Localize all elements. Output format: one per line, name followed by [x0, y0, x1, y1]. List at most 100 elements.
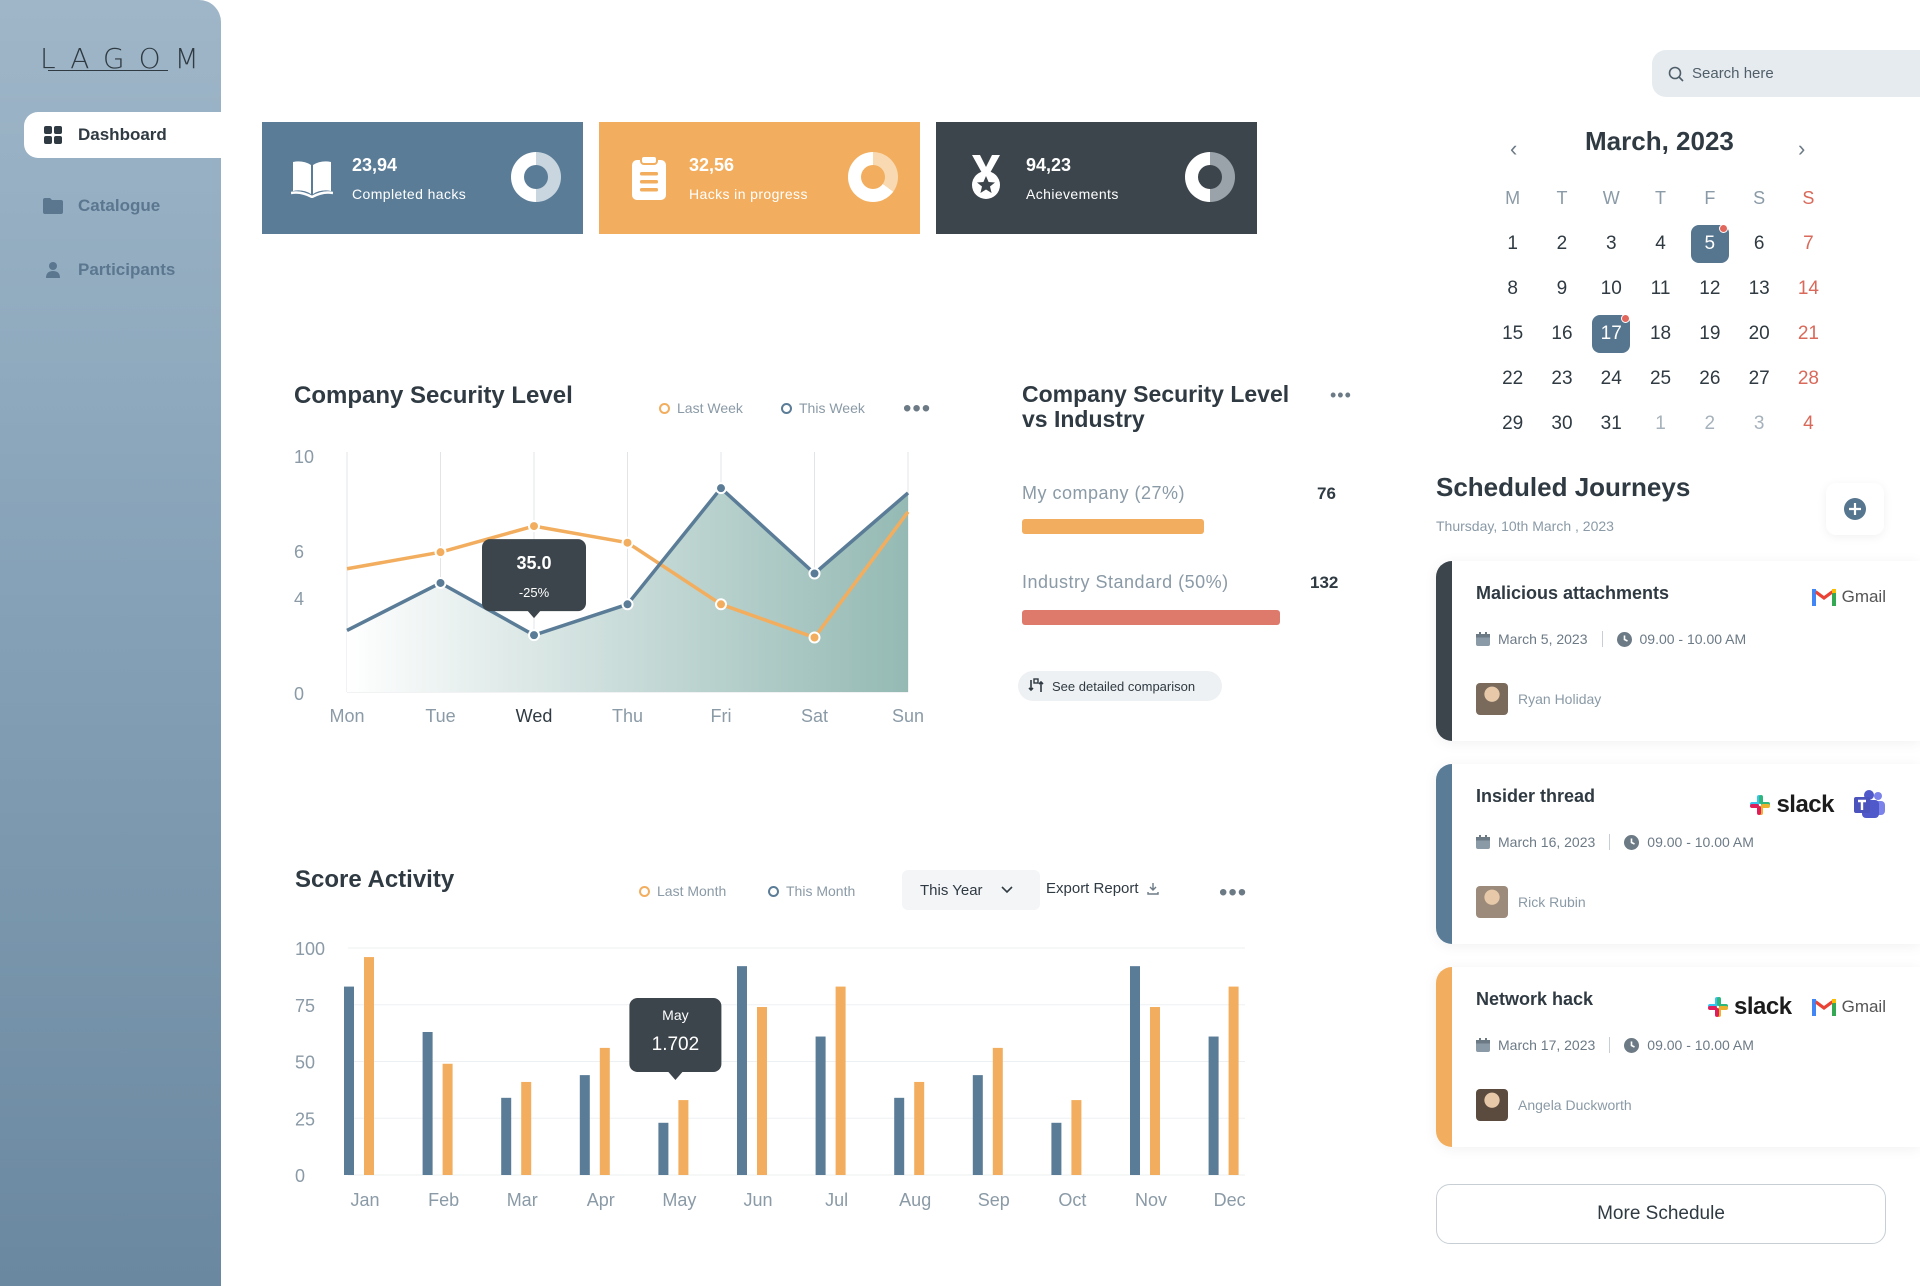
x-tick-label: Aug [899, 1190, 931, 1210]
journey-participant[interactable]: Ryan Holiday [1476, 683, 1601, 715]
calendar-day[interactable]: 25 [1636, 356, 1685, 401]
stat-card-achievements[interactable]: 94,23 Achievements [936, 122, 1257, 234]
calendar-day[interactable]: 16 [1537, 311, 1586, 356]
calendar-day[interactable]: 4 [1636, 221, 1685, 266]
calendar-day[interactable]: 31 [1587, 401, 1636, 446]
calendar-day[interactable]: 1 [1488, 221, 1537, 266]
calendar-day[interactable]: 3 [1587, 221, 1636, 266]
calendar-day[interactable]: 1 [1636, 401, 1685, 446]
security-more-icon[interactable]: ••• [903, 395, 932, 422]
calendar-day[interactable]: 4 [1784, 401, 1833, 446]
calendar-day[interactable]: 6 [1734, 221, 1783, 266]
sidebar-item-dashboard[interactable]: Dashboard [24, 112, 221, 158]
day-number: 13 [1748, 277, 1770, 299]
calendar-day[interactable]: 21 [1784, 311, 1833, 356]
sidebar: LAGOM Dashboard Catalogue Participants [0, 0, 221, 1286]
comparison-more-icon[interactable]: ••• [1330, 385, 1352, 405]
journey-date: March 5, 2023 [1498, 631, 1588, 647]
bar [894, 1097, 905, 1175]
calendar-day[interactable]: 5 [1685, 221, 1734, 266]
day-number: 3 [1753, 412, 1765, 434]
data-point [434, 546, 447, 559]
stat-label: Achievements [1026, 185, 1119, 202]
add-journey-button[interactable] [1826, 483, 1884, 535]
legend-last-week[interactable]: Last Week [659, 400, 743, 416]
period-dropdown[interactable]: This Year [902, 870, 1040, 910]
stat-card-completed[interactable]: 23,94 Completed hacks [262, 122, 583, 234]
calendar-next-icon[interactable]: › [1798, 136, 1806, 161]
calendar-day[interactable]: 11 [1636, 266, 1685, 311]
sidebar-item-catalogue[interactable]: Catalogue [24, 183, 160, 229]
calendar-day[interactable]: 27 [1734, 356, 1783, 401]
x-tick-label: Sep [978, 1190, 1010, 1210]
calendar-day[interactable]: 23 [1537, 356, 1586, 401]
comparison-label: My company (27%) [1022, 483, 1186, 503]
calendar-day[interactable]: 14 [1784, 266, 1833, 311]
journey-card[interactable]: Malicious attachments March 5, 2023 09.00 … [1436, 561, 1920, 741]
calendar-day[interactable]: 28 [1784, 356, 1833, 401]
day-number: 8 [1507, 277, 1518, 299]
calendar-day[interactable]: 15 [1488, 311, 1537, 356]
gmail-icon [1811, 588, 1836, 606]
bar [658, 1122, 669, 1175]
journey-participant[interactable]: Rick Rubin [1476, 886, 1586, 918]
calendar-day[interactable]: 17 [1587, 311, 1636, 356]
journey-apps: slack Gmail [1707, 993, 1886, 1021]
calendar-prev-icon[interactable]: ‹ [1510, 136, 1518, 161]
y-tick-label: 100 [295, 939, 325, 959]
calendar-day[interactable]: 29 [1488, 401, 1537, 446]
score-more-icon[interactable]: ••• [1219, 879, 1248, 906]
legend-dot [781, 402, 792, 414]
this-week-area [347, 488, 908, 692]
see-detailed-comparison-button[interactable]: See detailed comparison [1018, 671, 1222, 701]
sidebar-item-participants[interactable]: Participants [24, 247, 175, 293]
calendar-day[interactable]: 22 [1488, 356, 1537, 401]
search-bar[interactable] [1652, 50, 1920, 97]
stat-label: Hacks in progress [689, 185, 808, 202]
calendar-day[interactable]: 7 [1784, 221, 1833, 266]
calendar-day[interactable]: 8 [1488, 266, 1537, 311]
search-icon [1668, 66, 1684, 82]
journey-participant[interactable]: Angela Duckworth [1476, 1089, 1632, 1121]
calendar-day[interactable]: 13 [1734, 266, 1783, 311]
calendar-day[interactable]: 26 [1685, 356, 1734, 401]
day-number: 1 [1655, 412, 1666, 434]
calendar-day[interactable]: 10 [1587, 266, 1636, 311]
calendar-day[interactable]: 12 [1685, 266, 1734, 311]
calendar-day[interactable]: 2 [1537, 221, 1586, 266]
bar [835, 986, 846, 1175]
calendar-day[interactable]: 18 [1636, 311, 1685, 356]
bar [1208, 1036, 1219, 1175]
bar [1228, 986, 1239, 1175]
more-schedule-button[interactable]: More Schedule [1436, 1184, 1886, 1244]
stat-card-in-progress[interactable]: 32,56 Hacks in progress [599, 122, 920, 234]
x-tick-label: Tue [425, 706, 455, 726]
journey-card[interactable]: Insider thread March 16, 2023 09.00 - 10.0… [1436, 764, 1920, 944]
calendar-day[interactable]: 3 [1734, 401, 1783, 446]
legend-last-month[interactable]: Last Month [639, 883, 726, 899]
journey-card[interactable]: Network hack March 17, 2023 09.00 - 10.00 … [1436, 967, 1920, 1147]
calendar-day[interactable]: 19 [1685, 311, 1734, 356]
legend-this-month[interactable]: This Month [768, 883, 855, 899]
journey-stripe [1436, 764, 1452, 944]
calendar-day[interactable]: 30 [1537, 401, 1586, 446]
day-number: 30 [1551, 412, 1573, 434]
calendar-day[interactable]: 2 [1685, 401, 1734, 446]
bar [972, 1075, 983, 1175]
calendar-day[interactable]: 24 [1587, 356, 1636, 401]
calendar-day[interactable]: 9 [1537, 266, 1586, 311]
tooltip-pointer [527, 610, 541, 619]
export-report-button[interactable]: Export Report [1046, 880, 1159, 897]
journey-name: Insider thread [1476, 786, 1596, 806]
x-tick-label: Thu [612, 706, 643, 726]
avatar [1476, 683, 1508, 715]
day-number: 31 [1600, 412, 1622, 434]
day-number: 4 [1803, 412, 1814, 434]
data-point [621, 598, 634, 611]
calendar-day[interactable]: 20 [1734, 311, 1783, 356]
search-input[interactable] [1692, 65, 1892, 82]
day-number: 20 [1748, 322, 1770, 344]
day-number: 3 [1605, 232, 1617, 254]
day-number: 22 [1502, 367, 1524, 389]
legend-this-week[interactable]: This Week [781, 400, 865, 416]
